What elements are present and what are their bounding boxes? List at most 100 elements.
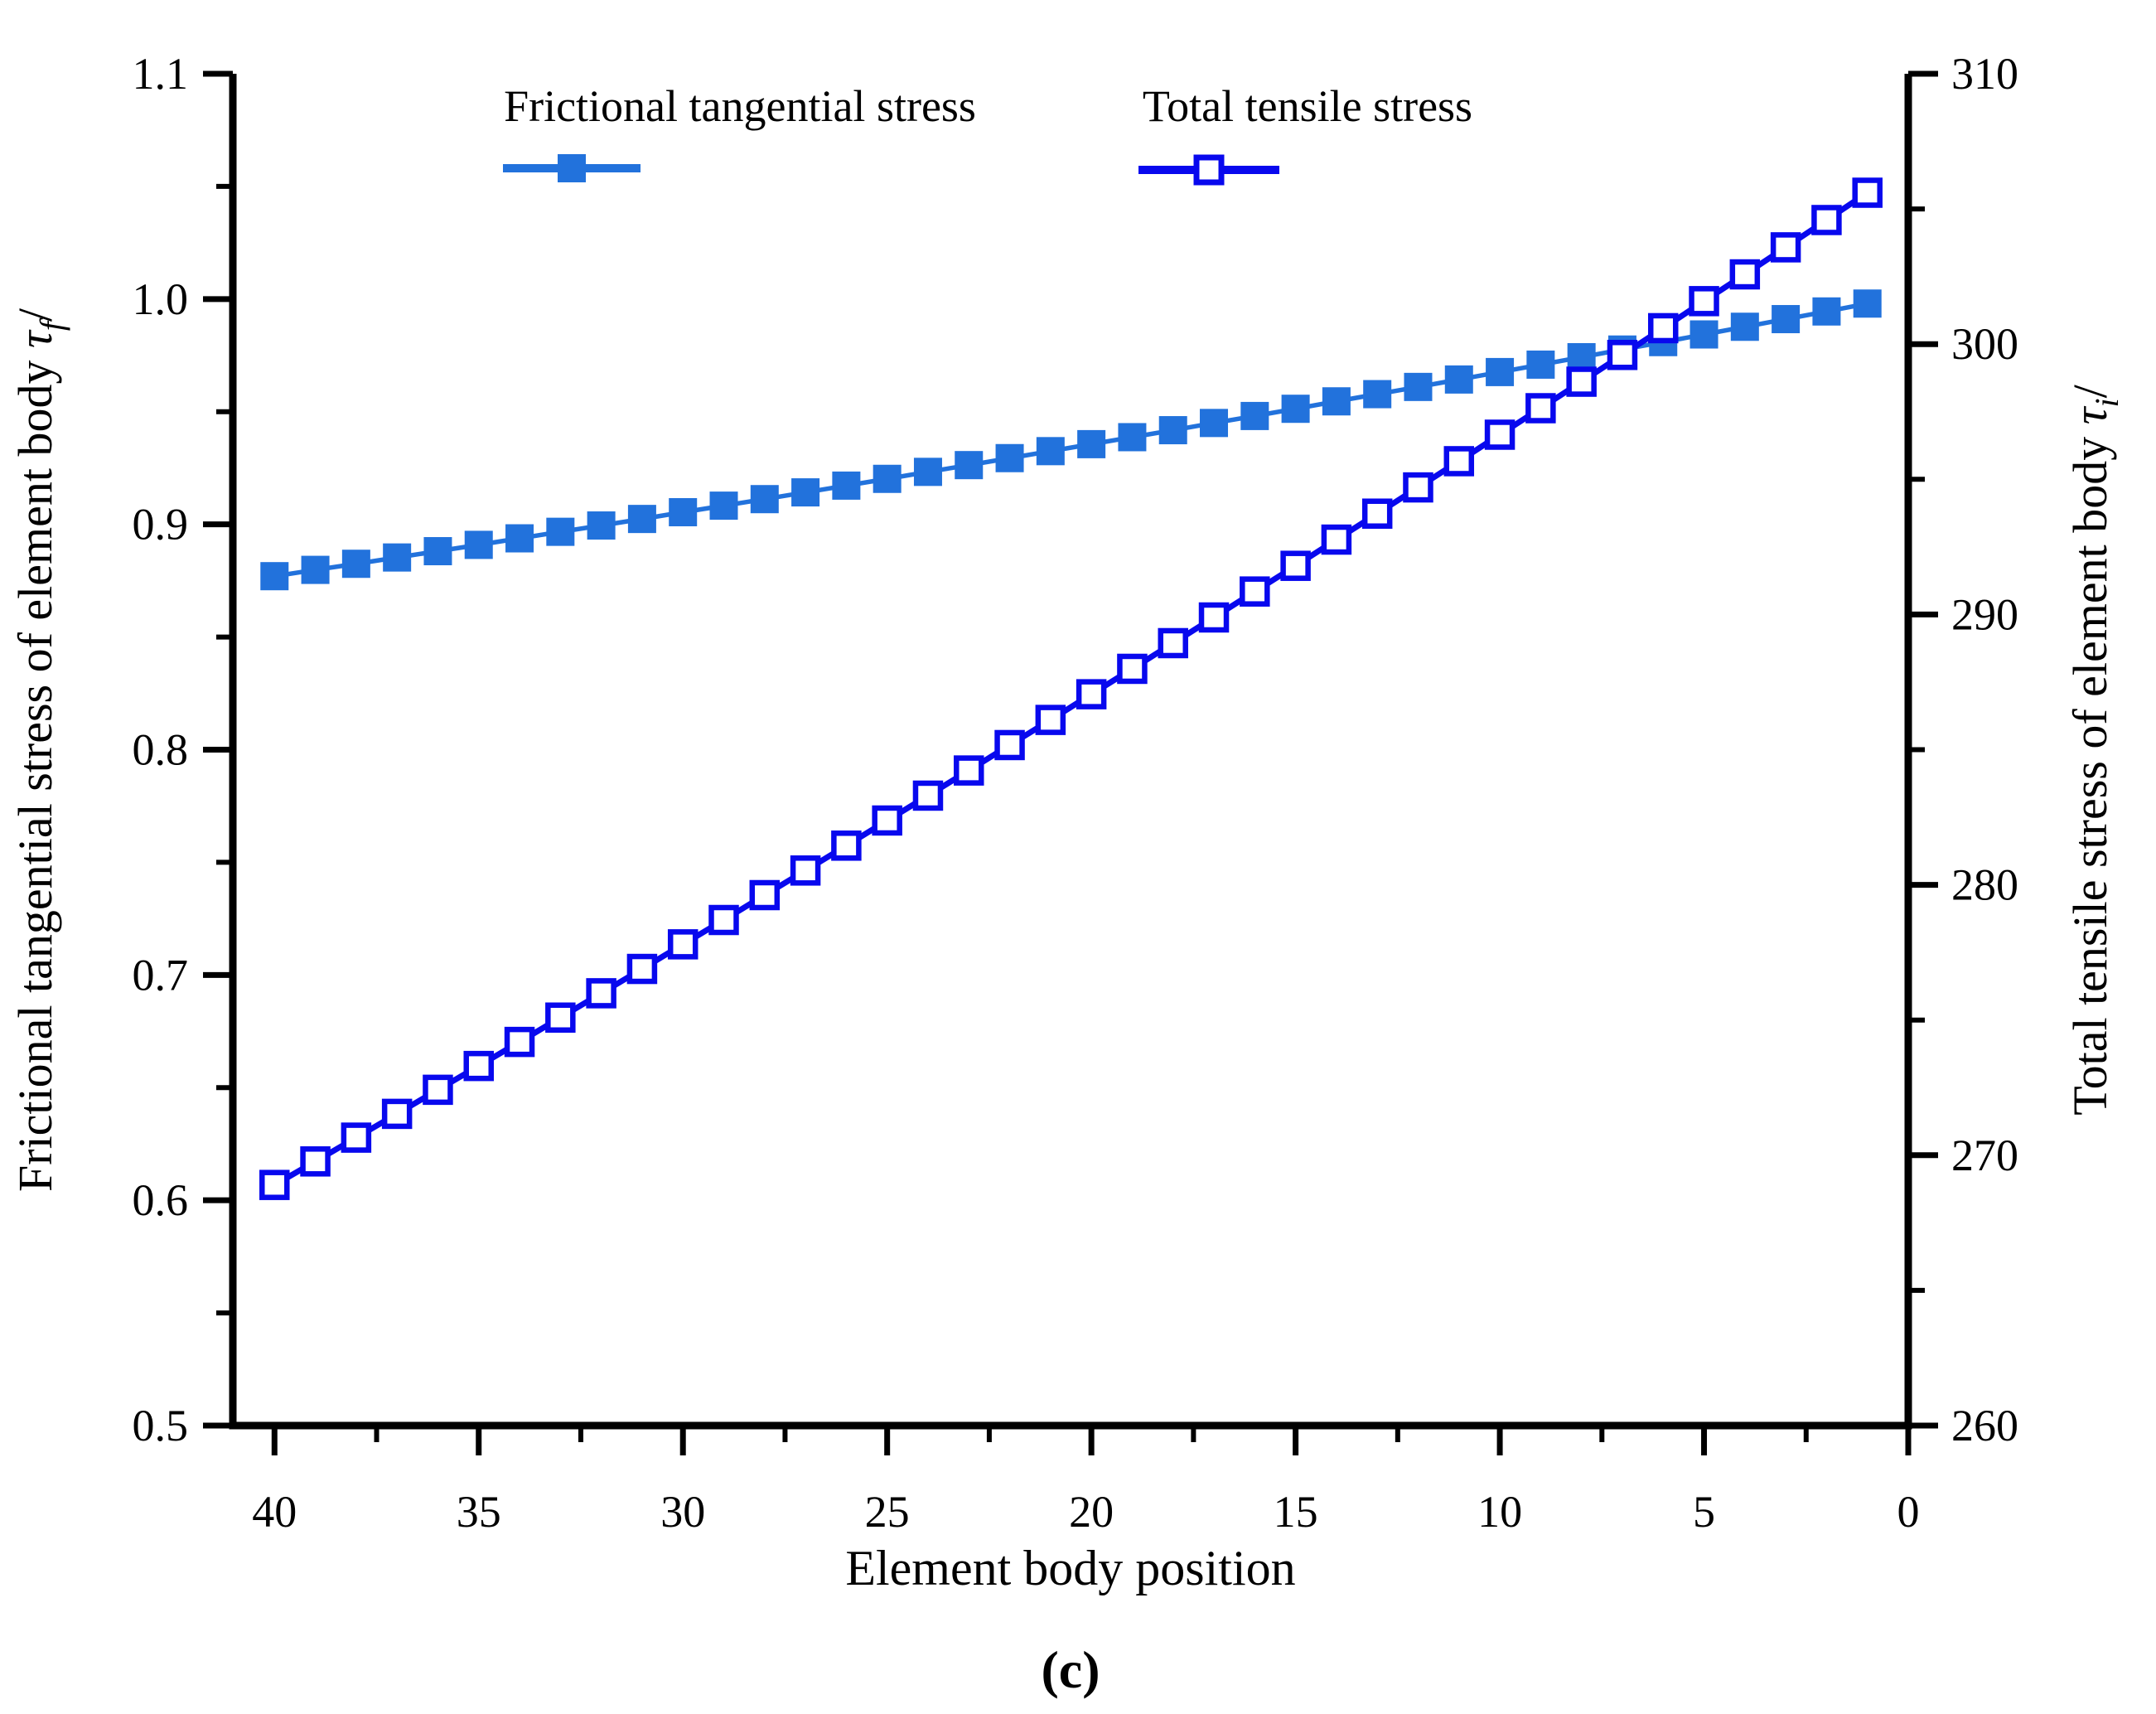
data-point-marker bbox=[341, 1122, 372, 1153]
data-point-marker bbox=[1853, 289, 1882, 318]
data-point-marker bbox=[1240, 576, 1270, 607]
data-point-marker bbox=[1486, 357, 1515, 386]
data-point-marker bbox=[1363, 380, 1392, 409]
data-point-marker bbox=[586, 978, 616, 1009]
y-left-tick-label: 0.6 bbox=[133, 1175, 189, 1225]
y-right-tick-label: 260 bbox=[1951, 1401, 2018, 1450]
y-left-tick-label: 1.0 bbox=[133, 274, 189, 324]
data-point-marker bbox=[505, 524, 534, 553]
data-point-marker bbox=[383, 543, 412, 572]
x-tick-label: 35 bbox=[457, 1487, 501, 1537]
data-point-marker bbox=[423, 1074, 453, 1106]
data-point-marker bbox=[1443, 446, 1475, 477]
data-point-marker bbox=[1281, 395, 1310, 424]
y-axis-left: 0.5 0.6 0.7 0.8 0.9 1.0 1.1 bbox=[133, 49, 233, 1450]
data-point-marker bbox=[463, 1050, 494, 1082]
data-point-marker bbox=[1404, 372, 1433, 401]
data-point-marker bbox=[709, 491, 738, 520]
legend: Frictional tangential stress Total tensil… bbox=[503, 81, 1472, 186]
data-point-marker bbox=[626, 953, 658, 985]
data-point-marker bbox=[1035, 704, 1066, 735]
data-point-marker bbox=[913, 458, 942, 487]
data-point-marker bbox=[1729, 259, 1761, 290]
data-point-marker bbox=[1036, 437, 1065, 466]
data-point-marker bbox=[381, 1098, 413, 1130]
data-point-marker bbox=[300, 1146, 331, 1177]
x-axis-title: Element body position bbox=[845, 1541, 1295, 1595]
data-point-marker bbox=[1321, 524, 1352, 555]
data-point-marker bbox=[1484, 419, 1515, 450]
x-tick-label: 10 bbox=[1477, 1487, 1522, 1537]
data-point-marker bbox=[1607, 339, 1638, 370]
data-point-marker bbox=[301, 555, 330, 584]
data-point-marker bbox=[341, 550, 370, 579]
data-point-marker bbox=[1730, 312, 1759, 341]
y-left-tick-label: 1.1 bbox=[133, 49, 189, 99]
x-tick-label: 5 bbox=[1693, 1487, 1715, 1537]
plot-spines bbox=[229, 74, 1912, 1430]
data-point-marker bbox=[1118, 423, 1147, 452]
data-point-marker bbox=[995, 443, 1024, 472]
y-right-tick-label: 280 bbox=[1951, 860, 2018, 910]
data-point-marker bbox=[1811, 205, 1842, 235]
x-tick-label: 20 bbox=[1069, 1487, 1114, 1537]
data-point-marker bbox=[790, 855, 821, 886]
series-total-tensile-stress bbox=[259, 177, 1883, 1200]
data-point-marker bbox=[872, 805, 902, 836]
data-point-marker bbox=[1158, 627, 1188, 659]
series-line bbox=[273, 190, 1869, 1188]
data-point-marker bbox=[708, 904, 739, 936]
data-point-marker bbox=[259, 1169, 290, 1200]
y-left-tick-label: 0.5 bbox=[133, 1401, 189, 1450]
legend-key-marker-frictional bbox=[558, 154, 586, 182]
data-point-marker bbox=[1689, 286, 1719, 317]
data-point-marker bbox=[504, 1026, 535, 1058]
data-point-marker bbox=[260, 562, 289, 591]
data-point-marker bbox=[1525, 393, 1556, 424]
data-point-marker bbox=[1770, 232, 1801, 263]
data-point-marker bbox=[1444, 365, 1473, 394]
data-point-marker bbox=[1403, 472, 1433, 503]
figure-caption: (c) bbox=[1041, 1640, 1100, 1699]
x-tick-label: 40 bbox=[252, 1487, 297, 1537]
y-left-tick-label: 0.7 bbox=[133, 950, 189, 1000]
data-point-marker bbox=[1158, 416, 1187, 445]
data-point-marker bbox=[1772, 305, 1801, 334]
data-point-marker bbox=[1117, 653, 1148, 685]
x-tick-label: 15 bbox=[1274, 1487, 1318, 1537]
data-point-marker bbox=[1647, 312, 1679, 344]
data-point-marker bbox=[1566, 366, 1597, 397]
y-left-tick-label: 0.8 bbox=[133, 725, 189, 775]
y-right-tick-label: 290 bbox=[1951, 589, 2018, 639]
y-axis-right: 260 270 280 290 300 310 bbox=[1908, 49, 2018, 1450]
data-point-marker bbox=[587, 511, 616, 540]
data-point-marker bbox=[464, 530, 493, 559]
y-left-axis-title: Frictional tangential stress of element … bbox=[8, 307, 70, 1192]
x-tick-label: 30 bbox=[660, 1487, 705, 1537]
series-line bbox=[273, 301, 1868, 579]
data-point-marker bbox=[1852, 177, 1883, 208]
data-point-marker bbox=[1526, 350, 1555, 379]
data-point-marker bbox=[1240, 401, 1269, 430]
x-tick-label: 25 bbox=[865, 1487, 910, 1537]
data-point-marker bbox=[1198, 602, 1230, 633]
data-point-marker bbox=[667, 929, 699, 960]
data-point-marker bbox=[545, 1002, 576, 1034]
x-tick-label: 0 bbox=[1897, 1487, 1920, 1537]
data-point-marker bbox=[831, 830, 862, 861]
x-axis: 40 35 30 25 20 15 10 5 0 bbox=[252, 1426, 1920, 1537]
legend-label-total: Total tensile stress bbox=[1143, 81, 1472, 131]
legend-label-frictional: Frictional tangential stress bbox=[504, 81, 976, 131]
y-right-axis-title: Total tensile stress of element body τi/ bbox=[2063, 384, 2125, 1115]
data-point-marker bbox=[873, 464, 902, 493]
data-point-marker bbox=[1077, 429, 1106, 458]
data-point-marker bbox=[749, 879, 781, 911]
data-point-marker bbox=[1322, 387, 1351, 416]
data-point-marker bbox=[1280, 550, 1311, 581]
y-left-tick-label: 0.9 bbox=[133, 500, 189, 550]
y-right-tick-label: 300 bbox=[1951, 319, 2018, 369]
y-right-tick-label: 270 bbox=[1951, 1131, 2018, 1180]
data-point-marker bbox=[1076, 679, 1107, 709]
